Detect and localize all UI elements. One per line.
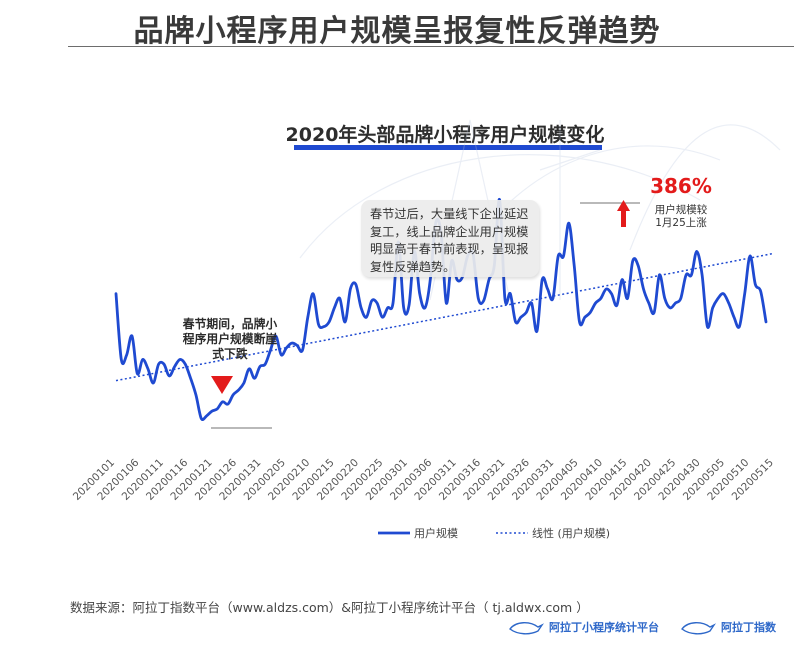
peak-note-line-1: 用户规模较 [654,204,708,216]
drop-annotation: 春节期间，品牌小程序用户规模断崖式下跌 [182,317,278,361]
chart-legend: 用户规模 线性 (用户规模) [378,526,610,540]
page-title: 品牌小程序用户规模呈报复性反弹趋势 [133,14,661,49]
legend-label-series: 用户规模 [414,526,458,540]
up-arrow-icon [617,200,630,227]
x-axis-tick-labels: 2020010120200106202001112020011620200121… [71,456,776,503]
legend-label-trend: 线性 (用户规模) [532,526,610,540]
aladdin-lamp-icon [509,622,544,635]
chart-title-underline [294,145,602,150]
logo-stats-platform-text: 阿拉丁小程序统计平台 [549,621,659,634]
aladdin-lamp-icon [681,622,716,635]
peak-percent-label: 386% [650,174,712,198]
peak-note-line-2: 1月25上涨 [655,217,707,229]
source-note: 数据来源：阿拉丁指数平台（www.aldzs.com）&阿拉丁小程序统计平台（ … [70,600,589,615]
callout-box [361,200,539,277]
callout-text: 春节过后，大量线下企业延迟复工，线上品牌企业用户规模明显高于春节前表现，呈现报复… [370,207,529,274]
down-arrow-icon [211,376,233,394]
chart-title: 2020年头部品牌小程序用户规模变化 [285,124,605,146]
logo-index-platform: 阿拉丁指数 [680,614,776,640]
logo-index-platform-text: 阿拉丁指数 [721,621,776,634]
peak-note: 用户规模较 1月25上涨 [640,204,722,230]
logo-stats-platform: 阿拉丁小程序统计平台 [508,614,659,640]
title-divider [68,46,794,47]
linear-trendline [115,253,773,382]
